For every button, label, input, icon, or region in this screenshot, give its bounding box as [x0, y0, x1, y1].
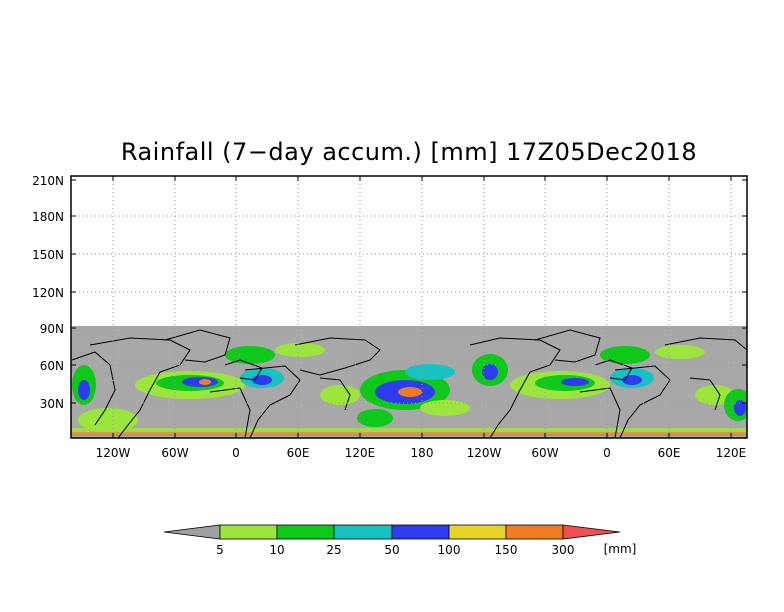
lon-label: 180: [411, 446, 434, 460]
lon-label: 60W: [531, 446, 558, 460]
map-graticule: [71, 176, 747, 438]
legend-swatch: [333, 524, 393, 540]
legend-swatch: [391, 524, 450, 540]
legend-label: 300: [552, 543, 575, 557]
lon-label: 60E: [287, 446, 310, 460]
lat-label: 120N: [32, 286, 64, 300]
lon-label: 0: [232, 446, 240, 460]
legend-label: 150: [495, 543, 518, 557]
legend-swatch: [219, 524, 278, 540]
legend-unit: [mm]: [604, 542, 637, 556]
coastlines: [71, 329, 747, 438]
lat-label: 30N: [40, 397, 64, 411]
lon-label: 120W: [96, 446, 131, 460]
lon-labels: 120W 60W 0 60E 120E 180 120W 60W 0 60E 1…: [96, 446, 747, 460]
legend-swatch: [276, 524, 335, 540]
legend-swatch-high: [562, 524, 621, 540]
legend-swatch: [448, 524, 507, 540]
lon-label: 60W: [161, 446, 188, 460]
legend-label: 10: [269, 543, 284, 557]
lat-label: 180N: [32, 210, 64, 224]
map-frame: [70, 175, 748, 439]
legend-swatch-low: [163, 524, 221, 540]
rainfall-fields: [71, 343, 747, 436]
lon-label: 0: [603, 446, 611, 460]
lat-label: 90N: [40, 322, 64, 336]
map-title: Rainfall (7−day accum.) [mm] 17Z05Dec201…: [120, 138, 698, 166]
legend-swatch: [505, 524, 564, 540]
lat-label: 210N: [32, 174, 64, 188]
legend-label: 50: [384, 543, 399, 557]
lat-label: 60N: [40, 359, 64, 373]
legend-label: 5: [216, 543, 224, 557]
lon-label: 120E: [716, 446, 747, 460]
legend-label: 100: [438, 543, 461, 557]
lon-label: 60E: [658, 446, 681, 460]
legend-label: 25: [326, 543, 341, 557]
lon-label: 120E: [345, 446, 376, 460]
axis-ticks: [71, 176, 747, 438]
lat-label: 150N: [32, 248, 64, 262]
lon-label: 120W: [467, 446, 502, 460]
lat-labels: 30N 60N 90N 120N 150N 180N 210N: [32, 174, 64, 411]
